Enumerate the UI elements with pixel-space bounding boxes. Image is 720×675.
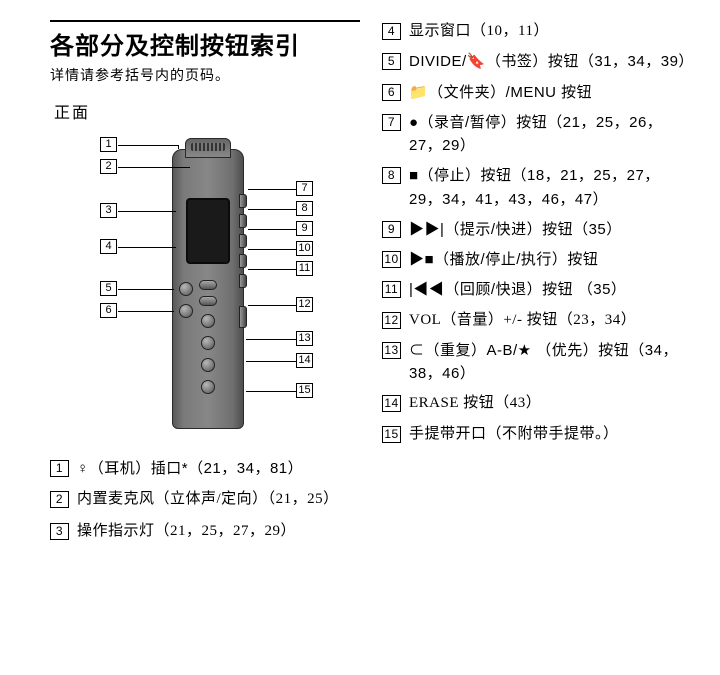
item-number: 2 [50,491,69,508]
item-number: 15 [382,426,401,443]
callout-box: 1 [100,137,117,152]
subtitle: 详情请参考括号内的页码。 [50,65,360,85]
list-item: 10 ▶■（播放/停止/执行）按钮 [382,248,690,271]
list-item: 2 内置麦克风（立体声/定向）（21，25） [50,488,360,511]
right-list: 4 显示窗口（10，11） 5 DIVIDE/🔖（书签）按钮（31，34，39） 6… [382,20,690,551]
callout-box: 6 [100,303,117,318]
item-number: 10 [382,251,401,268]
list-item: 6 📁（文件夹）/MENU 按钮 [382,81,690,104]
list-item: 4 显示窗口（10，11） [382,20,690,43]
callout-box: 7 [296,181,313,196]
list-item: 9 ▶▶|（提示/快进）按钮（35） [382,218,690,241]
list-item: 8 ■（停止）按钮（18，21，25，27，29，34，41，43，46，47） [382,164,690,211]
item-text: 显示窗口（10，11） [409,20,690,43]
callout-box: 13 [296,331,313,346]
callout-box: 10 [296,241,313,256]
item-text: 📁（文件夹）/MENU 按钮 [409,81,690,104]
page-title: 各部分及控制按钮索引 [50,20,360,61]
item-number: 3 [50,523,69,540]
callout-box: 8 [296,201,313,216]
item-number: 12 [382,312,401,329]
item-number: 5 [382,53,401,70]
list-item: 7 ●（录音/暂停）按钮（21，25，26，27，29） [382,111,690,158]
callout-box: 12 [296,297,313,312]
item-number: 13 [382,342,401,359]
item-text: DIVIDE/🔖（书签）按钮（31，34，39） [409,50,690,73]
item-text: 内置麦克风（立体声/定向）（21，25） [77,488,360,511]
item-number: 4 [382,23,401,40]
item-number: 7 [382,114,401,131]
list-item: 1 ♀（耳机）插口*（21，34，81） [50,457,360,480]
list-item: 12 VOL（音量）+/- 按钮（23，34） [382,309,690,332]
item-text: 手提带开口（不附带手提带。） [409,423,690,446]
front-label: 正面 [54,99,360,123]
item-number: 8 [382,167,401,184]
left-list: 1 ♀（耳机）插口*（21，34，81） 2 内置麦克风（立体声/定向）（21，… [50,457,360,543]
list-item: 11 |◀◀（回顾/快退）按钮 （35） [382,278,690,301]
item-text: ●（录音/暂停）按钮（21，25，26，27，29） [409,111,690,158]
list-item: 5 DIVIDE/🔖（书签）按钮（31，34，39） [382,50,690,73]
item-text: 操作指示灯（21，25，27，29） [77,520,360,543]
callout-box: 11 [296,261,313,276]
callout-box: 14 [296,353,313,368]
list-item: 15 手提带开口（不附带手提带。） [382,423,690,446]
list-item: 13 ⊂（重复）A-B/★ （优先）按钮（34，38，46） [382,339,690,386]
item-number: 1 [50,460,69,477]
item-number: 14 [382,395,401,412]
item-text: ⊂（重复）A-B/★ （优先）按钮（34，38，46） [409,339,690,386]
item-text: ■（停止）按钮（18，21，25，27，29，34，41，43，46，47） [409,164,690,211]
item-text: ▶▶|（提示/快进）按钮（35） [409,218,690,241]
item-text: ▶■（播放/停止/执行）按钮 [409,248,690,271]
callout-box: 5 [100,281,117,296]
callout-box: 4 [100,239,117,254]
item-number: 11 [382,281,401,298]
item-number: 9 [382,221,401,238]
list-item: 14 ERASE 按钮（43） [382,392,690,415]
item-text: ♀（耳机）插口*（21，34，81） [77,457,360,480]
item-number: 6 [382,84,401,101]
callout-box: 3 [100,203,117,218]
item-text: |◀◀（回顾/快退）按钮 （35） [409,278,690,301]
item-text: VOL（音量）+/- 按钮（23，34） [409,309,690,332]
list-item: 3 操作指示灯（21，25，27，29） [50,520,360,543]
callout-box: 2 [100,159,117,174]
device-diagram: 1 2 3 4 5 6 7 8 9 10 11 12 [50,131,350,441]
item-text: ERASE 按钮（43） [409,392,690,415]
callout-box: 15 [296,383,313,398]
callout-box: 9 [296,221,313,236]
